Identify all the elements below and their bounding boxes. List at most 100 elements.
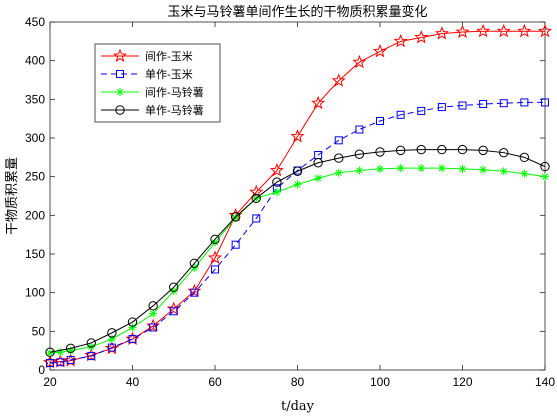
data-point-marker [520, 98, 529, 107]
data-point-marker [149, 323, 158, 332]
data-point-marker [541, 98, 549, 107]
series-line [49, 149, 546, 353]
data-point-marker [372, 44, 388, 58]
legend-marker [115, 105, 125, 115]
data-point-marker [334, 168, 343, 177]
x-tick-label: 120 [452, 375, 472, 389]
data-point-marker [269, 163, 284, 177]
data-point-marker [128, 335, 137, 344]
data-point-marker [148, 301, 158, 311]
data-point-marker [499, 99, 508, 108]
data-point-marker [393, 33, 408, 48]
legend-label: 间作-玉米 [145, 50, 193, 63]
data-point-marker [42, 354, 58, 369]
y-tick-label: 50 [32, 324, 46, 338]
legend-marker [116, 88, 124, 96]
data-point-marker [396, 110, 405, 119]
data-point-marker [87, 352, 96, 361]
data-point-marker [314, 174, 323, 183]
legend-marker [116, 70, 124, 78]
data-point-marker [395, 145, 406, 156]
data-point-marker [53, 354, 68, 368]
data-point-marker [311, 95, 326, 110]
data-point-marker [46, 348, 54, 357]
x-tick-label: 100 [370, 375, 390, 389]
x-tick-label: 140 [535, 375, 555, 389]
data-point-marker [352, 54, 367, 69]
data-point-marker [211, 238, 219, 247]
legend-label: 单作-玉米 [145, 68, 193, 81]
data-point-marker [376, 116, 384, 125]
data-point-marker [169, 282, 179, 292]
data-point-marker [169, 307, 178, 316]
data-point-marker [128, 323, 137, 332]
chart-title: 玉米与马铃薯单间作生长的干物质积累量变化 [167, 4, 427, 20]
data-point-marker [537, 23, 553, 38]
data-point-marker [417, 106, 426, 115]
data-point-marker [417, 164, 426, 173]
data-point-marker [84, 347, 99, 362]
data-point-marker [540, 161, 550, 172]
y-tick-label: 100 [25, 286, 45, 300]
y-tick-label: 450 [25, 15, 45, 29]
data-point-marker [434, 26, 449, 40]
data-point-marker [66, 346, 75, 355]
data-point-marker [231, 213, 240, 222]
data-point-marker [478, 145, 488, 156]
x-tick-label: 80 [291, 375, 305, 389]
data-point-marker [520, 169, 529, 178]
data-point-marker [86, 338, 96, 348]
data-point-marker [437, 103, 446, 112]
data-point-marker [455, 24, 470, 39]
data-point-marker [437, 144, 447, 155]
data-point-marker [355, 166, 364, 175]
data-point-marker [107, 335, 116, 344]
data-point-marker [46, 359, 54, 368]
data-point-marker [416, 144, 426, 155]
data-point-marker [66, 355, 75, 364]
data-point-marker [354, 149, 365, 159]
data-point-marker [437, 164, 446, 173]
data-point-marker [65, 343, 76, 354]
data-point-marker [457, 144, 468, 155]
series-2 [46, 98, 549, 368]
y-tick-label: 0 [38, 363, 45, 377]
x-tick-label: 60 [208, 375, 222, 389]
data-point-marker [293, 180, 302, 189]
data-point-marker [376, 164, 384, 173]
data-point-marker [331, 73, 346, 87]
series-group [42, 23, 553, 369]
y-tick-label: 350 [25, 92, 45, 106]
data-point-marker [375, 147, 385, 157]
data-point-marker [541, 172, 549, 181]
data-point-marker [476, 23, 491, 38]
data-point-marker [272, 177, 282, 187]
data-point-marker [187, 283, 202, 298]
data-point-marker [211, 265, 219, 274]
data-point-marker [107, 328, 117, 338]
x-tick-label: 20 [43, 375, 57, 389]
data-point-marker [458, 164, 467, 173]
data-point-marker [251, 193, 261, 204]
y-tick-label: 400 [25, 54, 45, 68]
data-point-marker [519, 152, 530, 163]
data-point-marker [127, 317, 138, 327]
x-tick-label: 40 [126, 375, 140, 389]
x-axis-title: t/day [281, 399, 315, 414]
data-point-marker [458, 101, 467, 110]
data-point-marker [313, 158, 323, 168]
y-tick-label: 150 [25, 247, 45, 261]
legend-marker [112, 48, 128, 62]
data-point-marker [517, 23, 532, 38]
data-point-marker [496, 23, 511, 38]
data-point-marker [207, 250, 223, 264]
data-point-marker [189, 258, 200, 268]
data-point-marker [414, 30, 429, 44]
data-point-marker [292, 166, 303, 176]
data-point-marker [230, 212, 241, 222]
data-point-marker [190, 288, 199, 297]
y-tick-label: 300 [25, 131, 45, 145]
data-point-marker [210, 234, 220, 245]
y-tick-label: 200 [25, 208, 45, 222]
